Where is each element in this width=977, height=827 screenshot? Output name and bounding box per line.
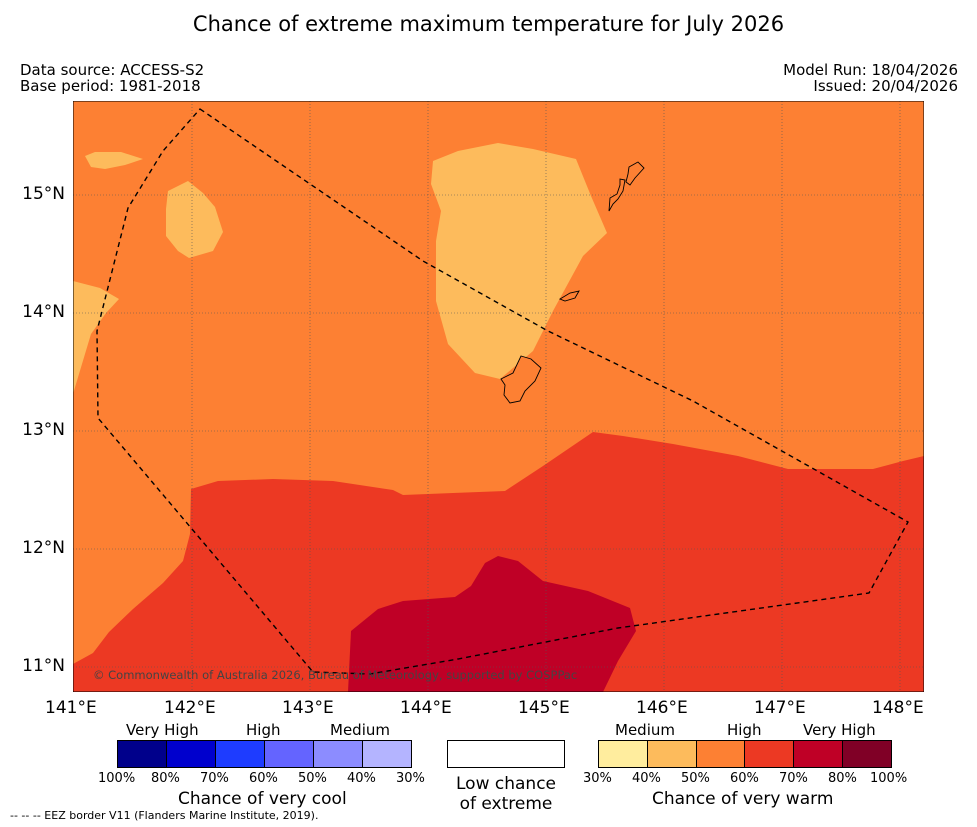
cool-tick-60: 60%: [249, 771, 278, 786]
low-chance-caption-line1: Low chance: [456, 774, 556, 794]
guam-island: [500, 355, 542, 404]
warm-tick-50: 50%: [681, 771, 710, 786]
medium-40-50-region: [166, 181, 223, 258]
lat-label-14n: 14°N: [22, 302, 65, 322]
warm-swatch-80-100: [843, 741, 891, 767]
low-chance-caption-line2: of extreme: [459, 794, 553, 814]
chart-title: Chance of extreme maximum temperature fo…: [192, 12, 785, 36]
cool-colorbar: [117, 740, 412, 768]
lon-label-144e: 144°E: [400, 698, 452, 718]
cool-swatch-70-80: [167, 741, 216, 767]
eez-border: [96, 108, 909, 675]
eez-footnote: -- -- -- EEZ border V11 (Flanders Marine…: [10, 809, 319, 822]
cool-tick-30: 30%: [396, 771, 425, 786]
warm-colorbar: [598, 740, 892, 768]
cool-swatch-40-50: [314, 741, 363, 767]
lat-label-11n: 11°N: [22, 656, 65, 676]
warm-tick-70: 70%: [779, 771, 808, 786]
rota-island: [558, 290, 580, 302]
issued-date: Issued: 20/04/2026: [813, 77, 958, 95]
saipan-island: [625, 161, 645, 186]
warm-medium-label: Medium: [615, 721, 675, 739]
cool-medium-label: Medium: [330, 721, 390, 739]
cool-tick-40: 40%: [347, 771, 376, 786]
warm-very-high-label: Very High: [803, 721, 876, 739]
medium-40-50-region: [73, 281, 119, 394]
medium-40-50-region: [431, 143, 607, 379]
cool-swatch-50-60: [265, 741, 314, 767]
cool-very-high-label: Very High: [126, 721, 199, 739]
tinian-island: [608, 178, 626, 212]
cool-tick-100: 100%: [98, 771, 136, 786]
warm-tick-30: 30%: [583, 771, 612, 786]
warm-tick-60: 60%: [730, 771, 759, 786]
cool-swatch-30-40: [363, 741, 411, 767]
warm-swatch-50-60: [696, 741, 746, 767]
warm-high-label: High: [727, 721, 762, 739]
warm-caption: Chance of very warm: [652, 789, 834, 809]
islands: [500, 161, 645, 404]
lon-label-142e: 142°E: [164, 698, 216, 718]
cool-tick-80: 80%: [151, 771, 180, 786]
cool-tick-50: 50%: [298, 771, 327, 786]
warm-swatch-40-50: [647, 741, 697, 767]
medium-40-50-region: [85, 152, 143, 169]
cool-swatch-60-70: [216, 741, 265, 767]
warm-tick-100: 100%: [870, 771, 908, 786]
base-period: Base period: 1981-2018: [20, 77, 201, 95]
low-chance-swatch: [447, 740, 565, 768]
lon-label-148e: 148°E: [872, 698, 924, 718]
lon-label-141e: 141°E: [45, 698, 97, 718]
lat-label-12n: 12°N: [22, 538, 65, 558]
forecast-map: [73, 101, 924, 692]
warm-tick-40: 40%: [632, 771, 661, 786]
cool-tick-70: 70%: [200, 771, 229, 786]
lon-label-146e: 146°E: [636, 698, 688, 718]
warm-swatch-30-40: [599, 741, 648, 767]
very-high-70-80-region: [348, 556, 636, 692]
graticule: [73, 101, 924, 692]
lat-label-15n: 15°N: [22, 184, 65, 204]
copyright-notice: © Commonwealth of Australia 2026, Bureau…: [93, 668, 578, 682]
data-source: Data source: ACCESS-S2: [20, 61, 205, 79]
warm-tick-80: 80%: [828, 771, 857, 786]
model-run: Model Run: 18/04/2026: [783, 61, 958, 79]
cool-caption: Chance of very cool: [178, 789, 347, 809]
lon-label-143e: 143°E: [282, 698, 334, 718]
cool-high-label: High: [246, 721, 281, 739]
warm-swatch-70-80: [794, 741, 844, 767]
lon-label-145e: 145°E: [518, 698, 570, 718]
lat-label-13n: 13°N: [22, 420, 65, 440]
warm-swatch-60-70: [745, 741, 795, 767]
lon-label-147e: 147°E: [754, 698, 806, 718]
cool-swatch-80-100: [118, 741, 167, 767]
